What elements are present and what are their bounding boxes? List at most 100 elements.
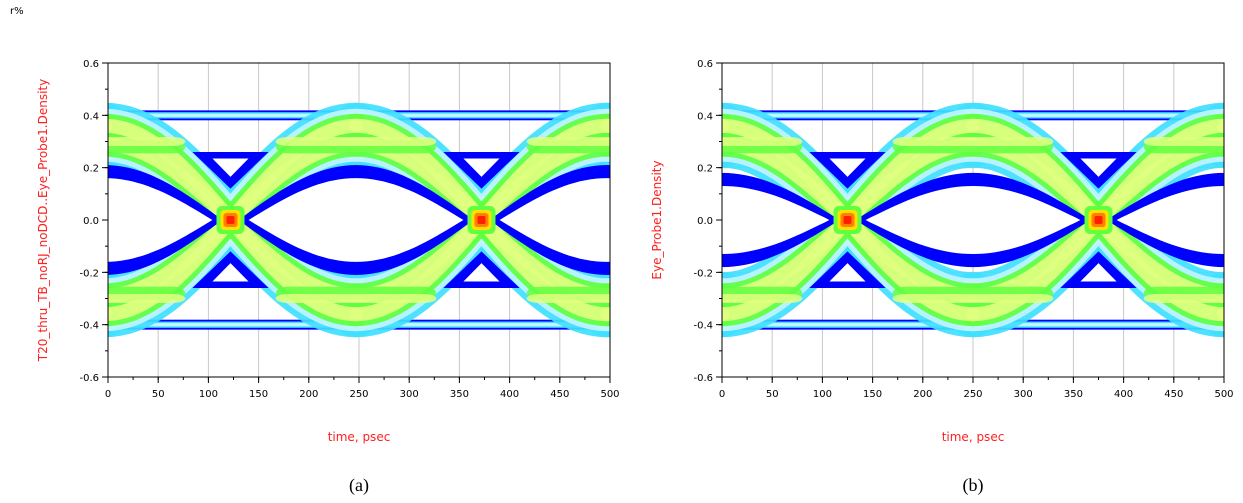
triangle-opening bbox=[1080, 263, 1117, 282]
eye-chart-b: 0 50 100 150 200 250 300 350 400 450 500 -0.6-0.4-… bbox=[650, 59, 1234, 496]
transition-trace bbox=[1212, 113, 1224, 138]
transition-trace bbox=[1212, 302, 1224, 327]
x-axis-label: time, psec bbox=[328, 430, 391, 444]
x-axis-label: time, psec bbox=[942, 430, 1005, 444]
x-tick-label: 450 bbox=[550, 389, 569, 400]
y-tick-label: -0.2 bbox=[79, 268, 99, 279]
x-tick-label: 500 bbox=[600, 389, 619, 400]
x-tick-label: 500 bbox=[1214, 389, 1233, 400]
transition-trace bbox=[1207, 108, 1224, 143]
chart-caption: (b) bbox=[963, 475, 984, 496]
x-tick-label: 100 bbox=[199, 389, 218, 400]
triangle-opening bbox=[829, 263, 866, 282]
y-tick-label: -0.6 bbox=[693, 373, 713, 384]
y-tick-label: 0.2 bbox=[83, 164, 99, 175]
x-tick-label: 150 bbox=[249, 389, 268, 400]
y-tick-label: 0.4 bbox=[697, 111, 713, 122]
shoulder-band bbox=[275, 294, 437, 303]
x-tick-label: 0 bbox=[719, 389, 725, 400]
eye-opening bbox=[865, 186, 1081, 254]
shoulder-band bbox=[722, 294, 803, 303]
eye-density bbox=[108, 102, 610, 338]
transition-trace bbox=[1201, 102, 1224, 149]
y-tick-label: 0.0 bbox=[697, 216, 713, 227]
y-tick-label: 0.6 bbox=[83, 59, 99, 70]
eye-opening bbox=[722, 186, 830, 254]
transition-trace bbox=[1217, 137, 1224, 152]
shoulder-band bbox=[275, 137, 437, 146]
triangle-opening bbox=[1080, 158, 1117, 177]
x-tick-label: 100 bbox=[813, 389, 832, 400]
corner-mark: r% bbox=[10, 6, 24, 17]
transition-trace bbox=[1201, 291, 1224, 338]
y-tick-label: 0.6 bbox=[697, 59, 713, 70]
x-tick-label: 450 bbox=[1164, 389, 1183, 400]
plot-area bbox=[107, 62, 611, 378]
eye-opening bbox=[499, 178, 610, 262]
x-tick-label: 400 bbox=[500, 389, 519, 400]
y-tick-label: -0.4 bbox=[693, 321, 713, 332]
transition-trace bbox=[1212, 283, 1224, 308]
x-tick-label: 200 bbox=[913, 389, 932, 400]
y-axis-label: Eye_Probe1.Density bbox=[650, 160, 664, 279]
shoulder-band bbox=[722, 137, 803, 146]
y-ticks: -0.6 -0.4 -0.2 0.0 0.2 0.4 0.6 bbox=[79, 59, 108, 384]
eye-chart-a: 0 50 100 150 200 250 300 350 400 450 500 -0.6-0.4-… bbox=[36, 59, 620, 496]
x-tick-label: 50 bbox=[766, 389, 779, 400]
x-tick-label: 250 bbox=[963, 389, 982, 400]
shoulder-band bbox=[108, 137, 186, 146]
shoulder-band bbox=[108, 294, 186, 303]
x-tick-label: 150 bbox=[863, 389, 882, 400]
y-tick-label: -0.2 bbox=[693, 268, 713, 279]
eye-opening bbox=[248, 178, 464, 262]
triangle-opening bbox=[463, 263, 500, 282]
crossing-hotspot bbox=[226, 216, 235, 224]
crossing-hotspot bbox=[843, 216, 852, 224]
transition-trace bbox=[1217, 118, 1224, 133]
chart-caption: (a) bbox=[349, 475, 369, 496]
triangle-opening bbox=[829, 158, 866, 177]
x-tick-label: 300 bbox=[400, 389, 419, 400]
transition-trace bbox=[1212, 132, 1224, 157]
shoulder-band bbox=[526, 137, 610, 146]
transition-trace bbox=[1217, 307, 1224, 322]
eye-opening bbox=[1116, 186, 1224, 254]
transition-trace bbox=[1201, 121, 1224, 168]
transition-trace bbox=[1207, 278, 1224, 313]
shoulder-band bbox=[1143, 294, 1224, 303]
eye-density bbox=[722, 102, 1224, 338]
transition-trace bbox=[1207, 127, 1224, 162]
y-tick-label: 0.2 bbox=[697, 164, 713, 175]
plot-area bbox=[721, 62, 1225, 378]
y-axis-label: T20_thru_TB_noRJ_noDCD..Eye_Probe1.Densi… bbox=[36, 79, 50, 362]
y-tick-label: 0.4 bbox=[83, 111, 99, 122]
x-ticks: 0 50 100 150 200 250 300 350 400 450 500 bbox=[719, 377, 1234, 400]
transition-trace bbox=[1207, 297, 1224, 332]
triangle-opening bbox=[212, 263, 249, 282]
x-tick-label: 200 bbox=[299, 389, 318, 400]
y-tick-label: -0.4 bbox=[79, 321, 99, 332]
x-tick-label: 350 bbox=[1064, 389, 1083, 400]
y-tick-label: -0.6 bbox=[79, 373, 99, 384]
x-ticks: 0 50 100 150 200 250 300 350 400 450 500 bbox=[105, 377, 620, 400]
shoulder-band bbox=[1143, 137, 1224, 146]
x-tick-label: 50 bbox=[152, 389, 165, 400]
transition-trace bbox=[1217, 288, 1224, 303]
y-ticks: -0.6 -0.4 -0.2 0.0 0.2 0.4 0.6 bbox=[693, 59, 722, 384]
crossing-hotspot bbox=[1094, 216, 1103, 224]
x-tick-label: 0 bbox=[105, 389, 111, 400]
triangle-opening bbox=[212, 158, 249, 177]
triangle-opening bbox=[463, 158, 500, 177]
shoulder-band bbox=[526, 294, 610, 303]
y-tick-label: 0.0 bbox=[83, 216, 99, 227]
transition-trace bbox=[1201, 272, 1224, 319]
x-tick-label: 400 bbox=[1114, 389, 1133, 400]
x-tick-label: 250 bbox=[349, 389, 368, 400]
shoulder-band bbox=[892, 137, 1054, 146]
x-tick-label: 300 bbox=[1014, 389, 1033, 400]
crossing-hotspot bbox=[477, 216, 486, 224]
x-tick-label: 350 bbox=[450, 389, 469, 400]
eye-opening bbox=[108, 178, 213, 262]
shoulder-band bbox=[892, 294, 1054, 303]
